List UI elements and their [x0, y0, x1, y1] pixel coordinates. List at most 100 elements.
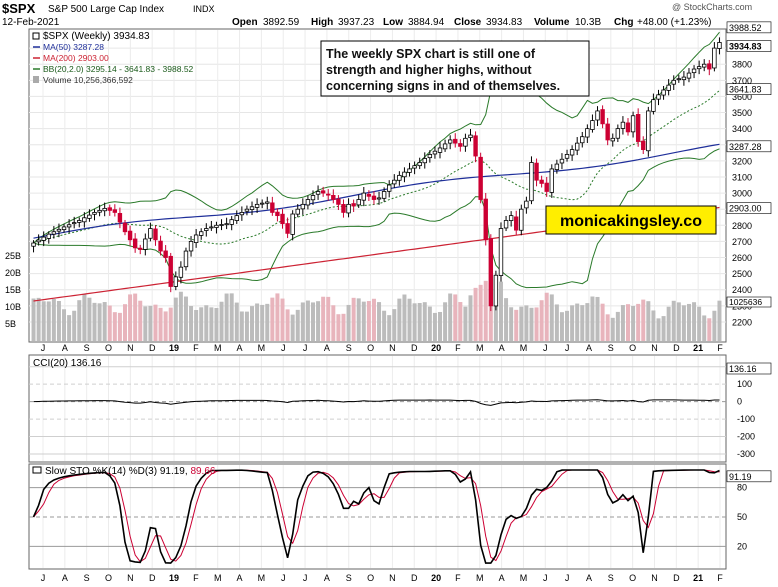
close-label: Close	[454, 17, 482, 28]
price-tag-frame	[726, 202, 772, 215]
stochastic-panel	[28, 463, 727, 570]
candle-body	[397, 174, 402, 181]
high-label: High	[311, 17, 333, 28]
volume-bar	[585, 303, 590, 341]
candle-body	[107, 207, 112, 211]
price-tick-label: 3100	[732, 172, 752, 182]
cci-title: CCI(20) 136.16	[33, 358, 102, 369]
candle-body	[371, 195, 377, 200]
candle-body	[671, 79, 676, 85]
volume-bar	[656, 318, 661, 341]
price-tag-label: 3641.83	[729, 85, 762, 95]
price-tick-label: 2600	[732, 253, 752, 263]
candle-body	[239, 212, 245, 216]
price-tick-label: 3500	[732, 108, 752, 118]
x-tick-label: O	[367, 343, 374, 353]
volume-bar	[305, 300, 310, 341]
volume-bar	[651, 310, 656, 341]
volume-bar	[554, 304, 559, 341]
candle-body	[361, 192, 366, 201]
candle-body	[163, 250, 168, 258]
candle-body	[56, 228, 62, 232]
volume-bar	[504, 298, 509, 341]
x-tick-label: N	[389, 343, 396, 353]
candle-body	[61, 226, 67, 231]
x-tick-label: J	[543, 343, 548, 353]
volume-bar	[600, 303, 605, 341]
sto-title: Slow STO %K(14) %D(3) 91.19, 89.66	[32, 466, 216, 477]
candle-body	[696, 66, 702, 70]
x-tick-label: F	[193, 343, 199, 353]
candle-body	[620, 121, 626, 129]
volume-bar	[310, 302, 315, 341]
price-tick-label: 3800	[732, 60, 752, 70]
candle-body	[478, 156, 483, 200]
x-tick-label: M	[214, 343, 222, 353]
index-name: S&P 500 Large Cap Index	[48, 4, 164, 15]
volume-bar	[234, 302, 239, 341]
price-tag-frame	[726, 21, 772, 34]
x-tick-label: J	[303, 343, 308, 353]
volume-bar	[676, 302, 681, 341]
candle-body	[635, 114, 641, 142]
candle-body	[265, 201, 270, 204]
candle-body	[463, 137, 468, 147]
volume-bar	[498, 281, 503, 341]
volume-bar	[244, 311, 249, 341]
brand-box: monicakingsley.co	[545, 205, 717, 235]
volume-bar	[117, 312, 122, 341]
volume-bar	[336, 314, 341, 341]
footer-x-tick-label: S	[346, 573, 352, 583]
candle-body	[331, 194, 336, 200]
candle-body	[259, 202, 265, 205]
sto-tick-label: 80	[737, 483, 747, 493]
volume-bar	[275, 293, 280, 341]
candle-body	[132, 238, 138, 249]
volume-bar	[31, 298, 36, 341]
candle-body	[87, 214, 92, 219]
volume-bar	[143, 306, 148, 341]
candle-body	[285, 223, 290, 234]
open-value: 3892.59	[263, 17, 300, 28]
price-tick-label: 3400	[732, 124, 752, 134]
candle-body	[31, 242, 36, 247]
volume-bar	[351, 297, 356, 341]
volume-bar	[544, 292, 549, 341]
candle-body	[392, 179, 397, 185]
candle-body	[508, 215, 514, 221]
volume-bar	[438, 311, 443, 341]
candle-body	[447, 139, 453, 144]
cci-tick-label: -300	[737, 449, 755, 459]
legend-price: $SPX (Weekly) 3934.83	[43, 31, 150, 42]
volume-bar	[382, 310, 387, 341]
sto-tick-label: 20	[737, 541, 747, 551]
volume-bar	[189, 306, 194, 341]
candle-body	[336, 198, 341, 205]
volume-bar	[326, 296, 331, 341]
footer-x-tick-label: M	[520, 573, 528, 583]
candle-body	[432, 150, 438, 155]
candle-body	[244, 208, 250, 212]
candle-body	[676, 78, 682, 81]
cci-line	[33, 399, 720, 406]
low-label: Low	[383, 17, 403, 28]
candle-body	[229, 219, 234, 225]
candle-body	[295, 208, 300, 215]
cci-tick-label: 0	[737, 397, 742, 407]
annotation-box: The weekly SPX chart is still one of str…	[320, 40, 590, 97]
price-tag-label: 2903.00	[729, 204, 762, 214]
volume-bar	[478, 284, 483, 341]
price-tag-frame	[726, 83, 772, 95]
candle-body	[326, 193, 331, 196]
footer-x-tick-label: O	[105, 573, 112, 583]
footer-x-tick-label: D	[411, 573, 418, 583]
volume-bar	[463, 306, 468, 341]
legend-price-swatch	[32, 32, 40, 40]
volume-bar	[524, 305, 529, 341]
volume-bar	[397, 298, 402, 341]
candle-body	[219, 224, 224, 226]
ma50-line	[33, 143, 720, 239]
candle-body	[412, 165, 417, 169]
cci-last-tag-frame	[726, 362, 772, 375]
